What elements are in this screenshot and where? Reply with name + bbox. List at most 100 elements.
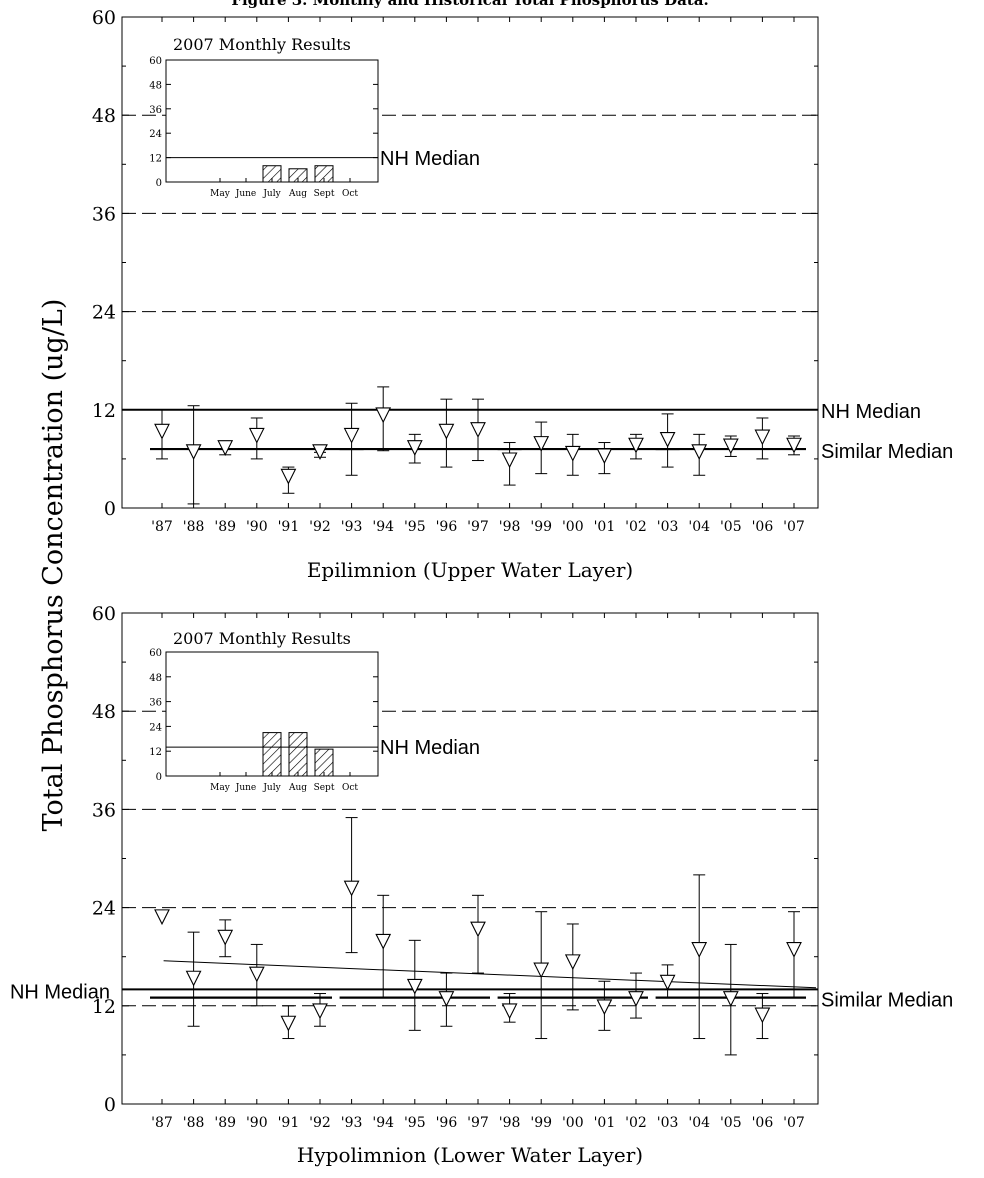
mean-marker <box>628 991 644 1007</box>
x-tick-label: '99 <box>530 1115 552 1131</box>
x-tick-label: '87 <box>151 1115 173 1131</box>
x-tick-label: '92 <box>309 1115 331 1131</box>
mean-marker <box>533 962 550 979</box>
inset-x-tick-label: Sept <box>314 189 335 199</box>
mean-marker <box>406 440 423 456</box>
x-tick-label: '96 <box>436 1115 458 1131</box>
panel-caption: Hypolimnion (Lower Water Layer) <box>297 1143 643 1167</box>
x-tick-label: '98 <box>499 519 521 535</box>
inset-frame <box>165 59 379 183</box>
mean-marker <box>533 436 550 452</box>
y-tick-label: 0 <box>104 1094 116 1116</box>
mean-marker <box>248 427 265 444</box>
mean-marker <box>438 423 455 440</box>
mean-marker <box>754 429 771 446</box>
similar-median-label: Similar Median <box>821 441 953 463</box>
mean-marker <box>248 966 265 983</box>
mean-marker <box>564 445 581 462</box>
x-tick-label: '87 <box>151 519 173 535</box>
inset-y-tick-label: 24 <box>149 129 162 140</box>
inset-y-tick-label: 48 <box>149 80 162 91</box>
x-tick-label: '95 <box>404 519 426 535</box>
x-tick-label: '90 <box>246 1115 268 1131</box>
inset-x-tick-label: Oct <box>342 189 358 199</box>
inset-x-tick-label: June <box>235 783 257 793</box>
x-tick-label: '03 <box>657 519 679 535</box>
x-tick-label: '07 <box>783 519 805 535</box>
x-tick-label: '03 <box>657 1115 679 1131</box>
inset-title: 2007 Monthly Results <box>173 35 351 54</box>
mean-marker <box>343 880 360 897</box>
mean-marker <box>312 444 328 461</box>
mean-marker <box>754 1007 771 1024</box>
mean-marker <box>470 921 486 938</box>
mean-marker <box>659 974 676 991</box>
x-tick-label: '01 <box>594 1115 616 1131</box>
x-tick-label: '90 <box>246 519 268 535</box>
inset-x-tick-label: Oct <box>342 783 358 793</box>
inset-bar <box>288 168 308 183</box>
x-tick-label: '97 <box>467 1115 489 1131</box>
x-tick-label: '96 <box>436 519 458 535</box>
inset-y-tick-label: 0 <box>156 772 162 783</box>
mean-marker <box>659 431 676 448</box>
nh-median-label: NH Median <box>10 981 110 1003</box>
x-tick-label: '05 <box>720 519 742 535</box>
inset-x-tick-label: June <box>235 189 257 199</box>
nh-median-label: NH Median <box>821 401 921 423</box>
x-tick-label: '06 <box>752 519 774 535</box>
epilimnion-panel: 0 12 24 36 48 60 '87 '88 '89 '90 '91 '92 '93 '94 '95 '9… <box>92 7 953 582</box>
mean-marker <box>691 942 708 958</box>
x-tick-label: '94 <box>372 519 394 535</box>
inset-bar <box>314 748 334 777</box>
mean-marker <box>312 1003 328 1020</box>
x-tick-label: '91 <box>278 1115 300 1131</box>
mean-marker <box>501 452 518 469</box>
y-tick-label: 36 <box>92 203 116 225</box>
mean-marker <box>722 438 739 455</box>
inset-x-tick-label: May <box>210 189 231 199</box>
inset-x-tick-label: July <box>262 189 281 199</box>
inset-bar <box>314 165 334 183</box>
inset-y-tick-label: 0 <box>156 178 162 189</box>
x-tick-label: '01 <box>594 519 616 535</box>
x-tick-label: '91 <box>278 519 300 535</box>
mean-marker <box>343 427 360 444</box>
x-tick-label: '94 <box>372 1115 394 1131</box>
inset-y-tick-label: 36 <box>149 105 162 116</box>
panel-caption: Epilimnion (Upper Water Layer) <box>307 558 633 582</box>
inset-y-tick-label: 60 <box>149 56 162 67</box>
inset-y-tick-label: 12 <box>149 747 162 758</box>
y-tick-label: 0 <box>104 498 116 520</box>
similar-median-label: Similar Median <box>821 990 953 1012</box>
mean-marker <box>786 437 802 454</box>
mean-marker <box>185 444 202 461</box>
inset-y-tick-label: 12 <box>149 154 162 165</box>
mean-marker <box>217 440 234 456</box>
x-tick-label: '07 <box>783 1115 805 1131</box>
inset-x-tick-label: Aug <box>288 783 307 793</box>
mean-marker <box>217 929 234 946</box>
x-tick-label: '02 <box>625 1115 647 1131</box>
inset-x-tick-label: May <box>210 783 231 793</box>
inset-bar <box>288 732 308 777</box>
y-tick-label: 60 <box>92 7 116 29</box>
mean-marker <box>628 437 644 454</box>
hypolimnion-panel: 0 12 24 36 48 60 '87 '88 '89 '90 '91 '92 '93 '94 '95 '9… <box>10 603 953 1167</box>
x-tick-label: '95 <box>404 1115 426 1131</box>
inset-nh-median-label: NH Median <box>380 148 480 170</box>
mean-marker <box>470 422 486 438</box>
inset-y-tick-label: 48 <box>149 673 162 684</box>
y-tick-label: 60 <box>92 603 116 625</box>
x-tick-label: '92 <box>309 519 331 535</box>
y-axis-label: Total Phosphorus Concentration (ug/L) <box>38 299 69 832</box>
y-tick-label: 48 <box>92 701 116 723</box>
mean-marker <box>722 991 739 1007</box>
mean-marker <box>375 933 392 950</box>
inset-y-tick-label: 36 <box>149 698 162 709</box>
inset-x-tick-label: July <box>262 783 281 793</box>
inset-title: 2007 Monthly Results <box>173 629 351 648</box>
x-tick-label: '93 <box>341 1115 363 1131</box>
y-tick-label: 12 <box>92 400 116 422</box>
mean-marker <box>406 978 423 995</box>
